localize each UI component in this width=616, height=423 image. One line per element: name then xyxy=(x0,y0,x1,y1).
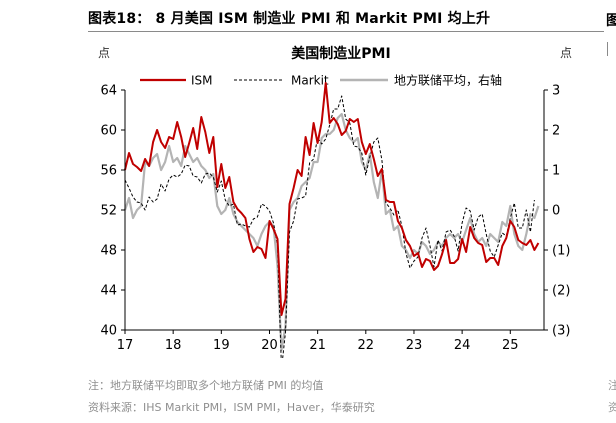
x-tick-label: 24 xyxy=(454,338,471,353)
right-tick-label: (2) xyxy=(552,284,570,299)
x-tick-label: 21 xyxy=(309,338,326,353)
right-tick-label: (3) xyxy=(552,324,570,339)
left-tick-label: 40 xyxy=(100,324,117,339)
left-tick-label: 64 xyxy=(100,84,117,99)
left-tick-label: 56 xyxy=(100,164,117,179)
series-layer xyxy=(123,82,540,358)
adjacent-figure-edge: 图 xyxy=(606,13,616,29)
legend-label-markit: Markit xyxy=(291,74,329,88)
adjacent-figure-note-edge: 注 xyxy=(608,379,616,392)
right-axis-unit: 点 xyxy=(560,46,572,60)
left-axis-unit: 点 xyxy=(98,46,110,60)
chart-legend: ISM Markit 地方联储平均，右轴 xyxy=(140,73,502,88)
adjacent-figure-rule xyxy=(607,42,608,56)
left-tick-label: 52 xyxy=(100,204,117,219)
legend-label-ism: ISM xyxy=(191,74,213,88)
right-tick-label: (1) xyxy=(552,244,570,259)
x-tick-label: 20 xyxy=(261,338,278,353)
right-tick-label: 1 xyxy=(552,164,560,179)
legend-label-fed-average: 地方联储平均，右轴 xyxy=(394,73,502,88)
figure-title: 图表18： 8 月美国 ISM 制造业 PMI 和 Markit PMI 均上升 xyxy=(88,11,491,27)
right-tick-label: 3 xyxy=(552,84,560,99)
series-line-ism xyxy=(124,82,540,316)
chart-title: 美国制造业PMI xyxy=(291,45,390,62)
series-line-markit xyxy=(124,95,535,358)
left-tick-label: 60 xyxy=(100,124,117,139)
right-tick-label: 2 xyxy=(552,124,560,139)
series-line-fed-average xyxy=(123,112,540,352)
x-tick-label: 17 xyxy=(117,338,134,353)
x-tick-label: 19 xyxy=(213,338,230,353)
chart-note: 注：地方联储平均即取多个地方联储 PMI 的均值 xyxy=(88,379,324,392)
adjacent-figure-source-edge: 资 xyxy=(608,401,616,414)
title-rule xyxy=(88,31,604,32)
pmi-chart: 美国制造业PMI 点 点 ISM Markit 地方联储平均，右轴 64 60 56 52… xyxy=(98,45,572,358)
chart-source: 资料来源：IHS Markit PMI，ISM PMI，Haver，华泰研究 xyxy=(88,401,375,414)
x-tick-label: 25 xyxy=(502,338,519,353)
left-tick-label: 44 xyxy=(100,284,117,299)
x-tick-label: 23 xyxy=(406,338,423,353)
x-tick-label: 18 xyxy=(165,338,182,353)
right-tick-label: 0 xyxy=(552,204,560,219)
left-tick-label: 48 xyxy=(100,244,117,259)
x-tick-label: 22 xyxy=(358,338,375,353)
